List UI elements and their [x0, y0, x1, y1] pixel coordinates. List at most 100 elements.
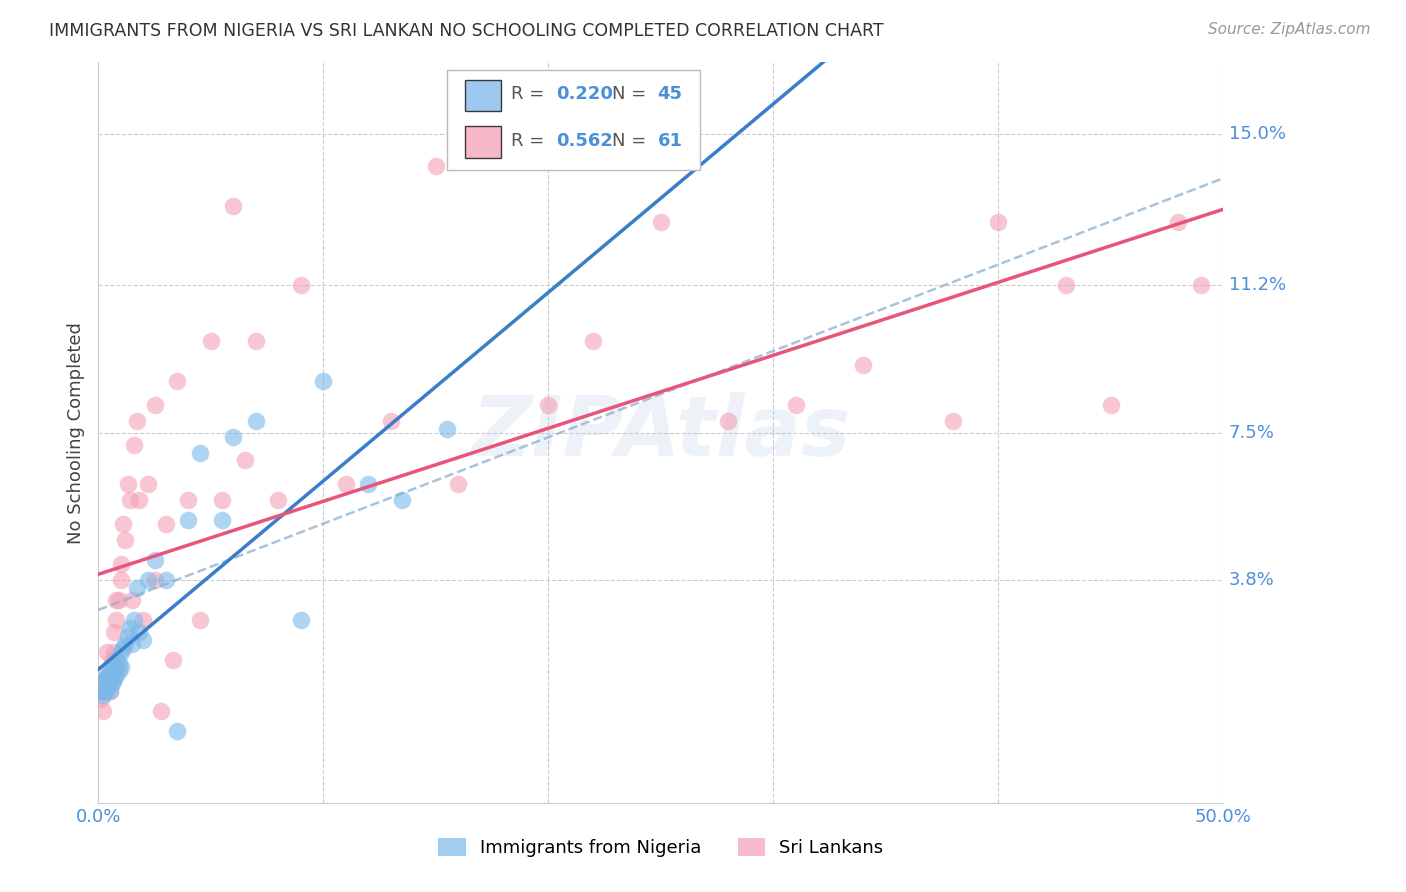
- Point: [103, 665, 125, 679]
- Text: IMMIGRANTS FROM NIGERIA VS SRI LANKAN NO SCHOOLING COMPLETED CORRELATION CHART: IMMIGRANTS FROM NIGERIA VS SRI LANKAN NO…: [49, 22, 884, 40]
- Text: R =: R =: [512, 131, 550, 150]
- Point: [1167, 214, 1189, 228]
- Point: [942, 414, 965, 428]
- Point: [188, 613, 211, 627]
- Point: [101, 676, 124, 690]
- Point: [233, 453, 256, 467]
- Point: [94, 673, 117, 687]
- Point: [136, 477, 159, 491]
- Point: [177, 513, 200, 527]
- Text: 0.562: 0.562: [557, 131, 613, 150]
- FancyBboxPatch shape: [465, 80, 501, 112]
- Point: [98, 684, 121, 698]
- Point: [118, 621, 141, 635]
- Point: [162, 652, 184, 666]
- Point: [537, 398, 560, 412]
- Point: [110, 557, 132, 571]
- Point: [91, 684, 114, 698]
- Point: [128, 493, 150, 508]
- Point: [650, 214, 672, 228]
- Legend: Immigrants from Nigeria, Sri Lankans: Immigrants from Nigeria, Sri Lankans: [432, 830, 890, 864]
- Point: [125, 414, 148, 428]
- Point: [166, 724, 188, 739]
- Point: [150, 704, 173, 718]
- Point: [107, 665, 129, 679]
- FancyBboxPatch shape: [465, 127, 501, 158]
- Point: [103, 624, 125, 639]
- Text: 11.2%: 11.2%: [1229, 277, 1286, 294]
- Point: [101, 660, 124, 674]
- Y-axis label: No Schooling Completed: No Schooling Completed: [66, 322, 84, 543]
- Point: [117, 477, 139, 491]
- Point: [91, 689, 114, 703]
- Point: [177, 493, 200, 508]
- Point: [124, 437, 146, 451]
- Point: [91, 676, 114, 690]
- Point: [380, 414, 402, 428]
- Point: [582, 334, 605, 348]
- Point: [96, 676, 118, 690]
- Point: [245, 334, 267, 348]
- Point: [188, 445, 211, 459]
- Point: [91, 704, 114, 718]
- Point: [128, 624, 150, 639]
- Point: [155, 573, 177, 587]
- Point: [166, 374, 188, 388]
- Point: [436, 422, 458, 436]
- Point: [96, 668, 118, 682]
- Point: [425, 159, 447, 173]
- Point: [312, 374, 335, 388]
- Point: [90, 684, 112, 698]
- Text: 7.5%: 7.5%: [1229, 424, 1275, 442]
- Point: [222, 199, 245, 213]
- Point: [125, 581, 148, 595]
- Text: N =: N =: [613, 86, 652, 103]
- Point: [391, 493, 413, 508]
- Point: [105, 613, 128, 627]
- Point: [211, 493, 233, 508]
- Text: 0.220: 0.220: [557, 86, 613, 103]
- Point: [143, 573, 166, 587]
- Point: [112, 640, 135, 655]
- Point: [118, 493, 141, 508]
- Point: [98, 684, 121, 698]
- Point: [222, 429, 245, 443]
- Point: [107, 657, 129, 671]
- Point: [110, 644, 132, 658]
- FancyBboxPatch shape: [447, 70, 700, 169]
- Point: [717, 414, 740, 428]
- Point: [101, 668, 124, 682]
- Point: [267, 493, 290, 508]
- Point: [98, 676, 121, 690]
- Point: [101, 652, 124, 666]
- Point: [110, 660, 132, 674]
- Point: [1054, 278, 1077, 293]
- Point: [121, 637, 143, 651]
- Point: [132, 632, 155, 647]
- Point: [98, 668, 121, 682]
- Point: [103, 673, 125, 687]
- Point: [90, 692, 112, 706]
- Point: [211, 513, 233, 527]
- Point: [114, 637, 136, 651]
- Point: [155, 517, 177, 532]
- Point: [1189, 278, 1212, 293]
- Point: [110, 573, 132, 587]
- Point: [1099, 398, 1122, 412]
- Point: [121, 592, 143, 607]
- Text: 45: 45: [658, 86, 682, 103]
- Text: R =: R =: [512, 86, 550, 103]
- Point: [357, 477, 380, 491]
- Point: [107, 592, 129, 607]
- Point: [245, 414, 267, 428]
- Point: [112, 517, 135, 532]
- Point: [335, 477, 357, 491]
- Point: [105, 592, 128, 607]
- Point: [105, 652, 128, 666]
- Point: [987, 214, 1010, 228]
- Point: [290, 278, 312, 293]
- Point: [124, 613, 146, 627]
- Point: [94, 684, 117, 698]
- Point: [136, 573, 159, 587]
- Point: [90, 684, 112, 698]
